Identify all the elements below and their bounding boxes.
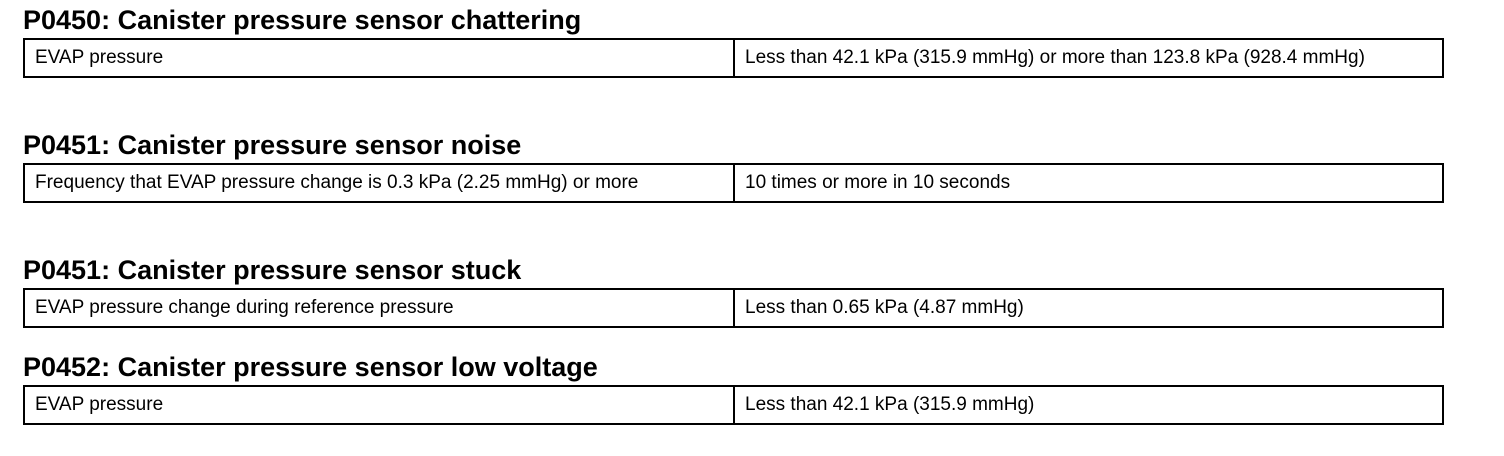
table-row: EVAP pressure Less than 42.1 kPa (315.9 …	[23, 38, 1444, 78]
section-heading: P0452: Canister pressure sensor low volt…	[23, 352, 598, 382]
spec-table: Frequency that EVAP pressure change is 0…	[23, 163, 1444, 203]
section-p0452-low-voltage: P0452: Canister pressure sensor low volt…	[23, 351, 1444, 425]
condition-cell: EVAP pressure	[23, 385, 735, 425]
section-p0451-stuck: P0451: Canister pressure sensor stuck EV…	[23, 254, 1444, 328]
spec-table: EVAP pressure change during reference pr…	[23, 288, 1444, 328]
threshold-cell: 10 times or more in 10 seconds	[733, 163, 1444, 203]
spec-table: EVAP pressure Less than 42.1 kPa (315.9 …	[23, 385, 1444, 425]
spec-table: EVAP pressure Less than 42.1 kPa (315.9 …	[23, 38, 1444, 78]
condition-cell: EVAP pressure	[23, 38, 735, 78]
section-heading: P0451: Canister pressure sensor stuck	[23, 255, 522, 285]
section-heading: P0450: Canister pressure sensor chatteri…	[23, 5, 582, 35]
table-row: EVAP pressure Less than 42.1 kPa (315.9 …	[23, 385, 1444, 425]
threshold-cell: Less than 42.1 kPa (315.9 mmHg) or more …	[733, 38, 1444, 78]
section-heading: P0451: Canister pressure sensor noise	[23, 130, 522, 160]
section-p0451-noise: P0451: Canister pressure sensor noise Fr…	[23, 129, 1444, 203]
table-row: EVAP pressure change during reference pr…	[23, 288, 1444, 328]
table-row: Frequency that EVAP pressure change is 0…	[23, 163, 1444, 203]
condition-cell: Frequency that EVAP pressure change is 0…	[23, 163, 735, 203]
section-p0450-chattering: P0450: Canister pressure sensor chatteri…	[23, 4, 1444, 78]
condition-cell: EVAP pressure change during reference pr…	[23, 288, 735, 328]
threshold-cell: Less than 42.1 kPa (315.9 mmHg)	[733, 385, 1444, 425]
threshold-cell: Less than 0.65 kPa (4.87 mmHg)	[733, 288, 1444, 328]
